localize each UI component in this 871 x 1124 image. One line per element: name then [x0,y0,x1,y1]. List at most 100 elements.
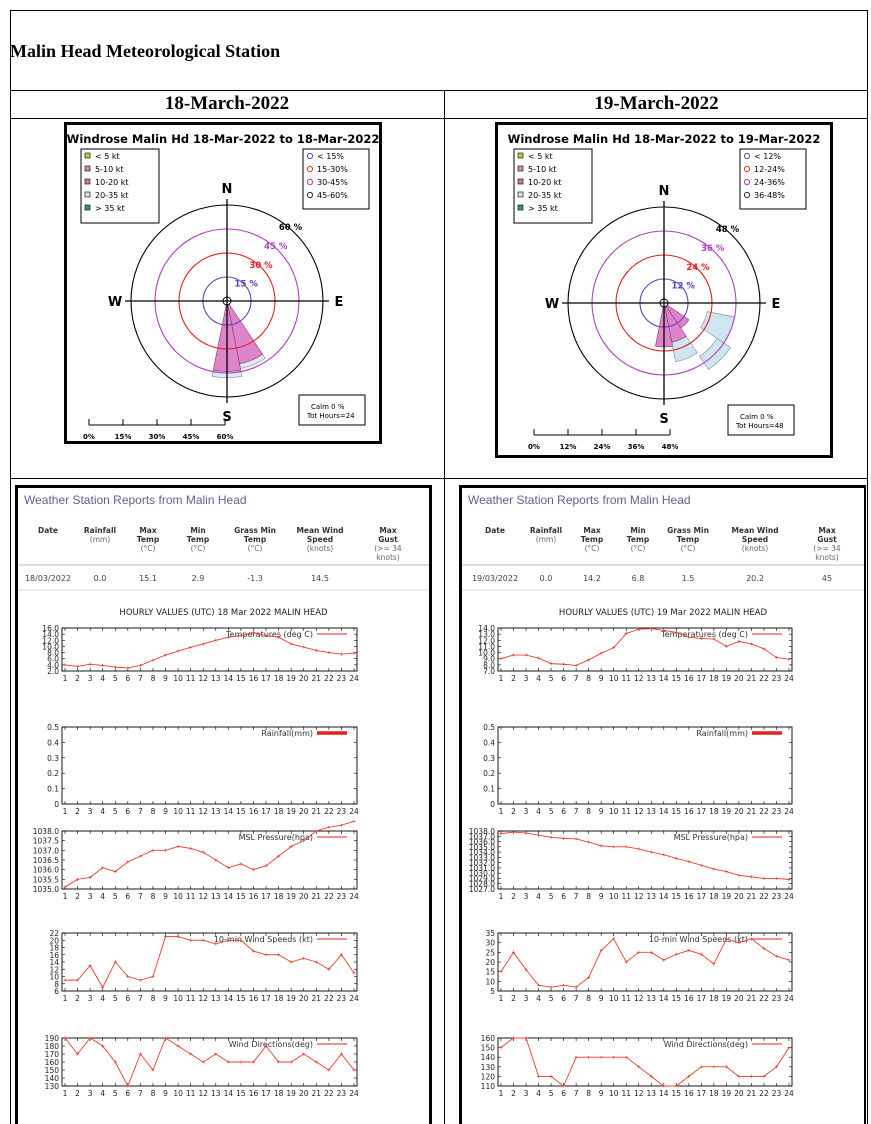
data-point [512,653,516,657]
speed-legend-label: < 5 kt [528,152,553,161]
x-tick-label: 22 [324,1089,334,1098]
x-tick-label: 12 [634,674,644,683]
x-tick-label: 5 [113,994,118,1003]
percent-legend: < 12% 12-24% 24-36% 36-48% [739,148,807,210]
x-tick-label: 11 [621,892,631,901]
x-tick-label: 7 [138,674,143,683]
x-tick-label: 7 [574,892,579,901]
x-tick-label: 8 [151,994,156,1003]
percent-legend-label: 24-36% [754,178,785,187]
data-point [499,832,503,836]
table-header: Date [485,526,505,535]
data-point [314,648,318,652]
y-tick-label: 0.5 [47,723,59,732]
percent-legend-swatch [306,152,314,160]
x-tick-label: 10 [609,674,619,683]
y-tick-label: 16.0 [42,624,59,633]
data-point [113,665,117,669]
data-point [239,862,243,866]
table-header: Max [583,526,601,535]
row-divider [10,90,868,91]
x-tick-label: 21 [312,807,322,816]
data-point [587,975,591,979]
direction-label: S [222,410,231,425]
data-point [164,1036,168,1040]
x-tick-label: 1 [63,1089,68,1098]
x-tick-label: 15 [672,807,682,816]
y-tick-label: 12 [49,965,59,974]
x-tick-label: 13 [646,994,656,1003]
x-tick-label: 16 [249,892,259,901]
percent-legend-label: 12-24% [754,165,785,174]
table-cell: 6.8 [632,574,645,583]
table-header: Max [379,526,397,535]
x-tick-label: 3 [524,674,529,683]
x-tick-label: 2 [511,807,516,816]
data-point [302,839,306,843]
x-tick-label: 14 [224,994,234,1003]
speed-legend-label: 5-10 kt [528,165,556,174]
series-line [64,632,355,669]
x-tick-label: 16 [684,994,694,1003]
data-point [687,635,691,639]
x-tick-label: 20 [734,892,744,901]
data-point [687,948,691,952]
data-point [787,878,791,882]
table-header-unit: knots) [376,553,400,562]
y-tick-label: 1036.0 [469,838,495,847]
hourly-chart: 14.013.012.011.010.09.08.07.01 2 3 4 5 6 7 8 9 10… [478,624,794,683]
y-tick-label: 10 [485,977,495,986]
report-title: Weather Station Reports from Malin Head [468,493,691,507]
plot-frame [497,830,793,890]
data-point [524,968,528,972]
data-point [251,868,255,872]
x-tick-label: 6 [561,892,566,901]
data-point [352,819,356,823]
data-point [251,949,255,953]
x-tick-label: 1 [63,892,68,901]
table-header-unit: (°C) [248,544,263,553]
x-tick-label: 16 [684,807,694,816]
data-point [113,1060,117,1064]
x-tick-label: 18 [709,892,719,901]
x-tick-label: 23 [772,674,782,683]
table-cell: 1.5 [682,574,695,583]
data-point [612,845,616,849]
y-tick-label: 180 [45,1042,60,1051]
windrose-chart-1: Windrose Malin Hd 18-Mar-2022 to 18-Mar-… [67,132,380,441]
y-tick-label: 18 [49,944,59,953]
data-point [63,1036,67,1040]
x-tick-label: 11 [186,994,196,1003]
x-tick-label: 10 [173,892,183,901]
x-tick-label: 5 [113,674,118,683]
x-tick-label: 2 [75,807,80,816]
data-point [352,971,356,975]
data-point [687,860,691,864]
x-tick-label: 20 [734,674,744,683]
data-point [201,850,205,854]
data-point [239,938,243,942]
data-point [327,825,331,829]
table-header: Min [630,526,645,535]
y-tick-label: 16 [49,951,59,960]
y-tick-label: 1035.0 [469,843,495,852]
x-tick-label: 10 [609,1089,619,1098]
data-point [176,935,180,939]
data-point [724,870,728,874]
data-point [314,829,318,833]
data-point [624,960,628,964]
speed-legend-label: > 35 kt [95,204,125,213]
x-tick-label: 15 [672,1089,682,1098]
x-tick-label: 4 [100,1089,105,1098]
data-point [749,937,753,941]
x-tick-label: 15 [672,674,682,683]
speed-legend-swatch [517,165,524,172]
percent-legend-swatch [743,178,751,186]
x-tick-label: 8 [586,1089,591,1098]
x-tick-label: 5 [113,1089,118,1098]
y-tick-label: 1036.5 [33,856,59,865]
series-legend-label: MSL Pressure(hpa) [674,833,748,842]
y-tick-label: 150 [481,1044,496,1053]
direction-label: E [335,295,344,310]
series-line [64,820,355,888]
